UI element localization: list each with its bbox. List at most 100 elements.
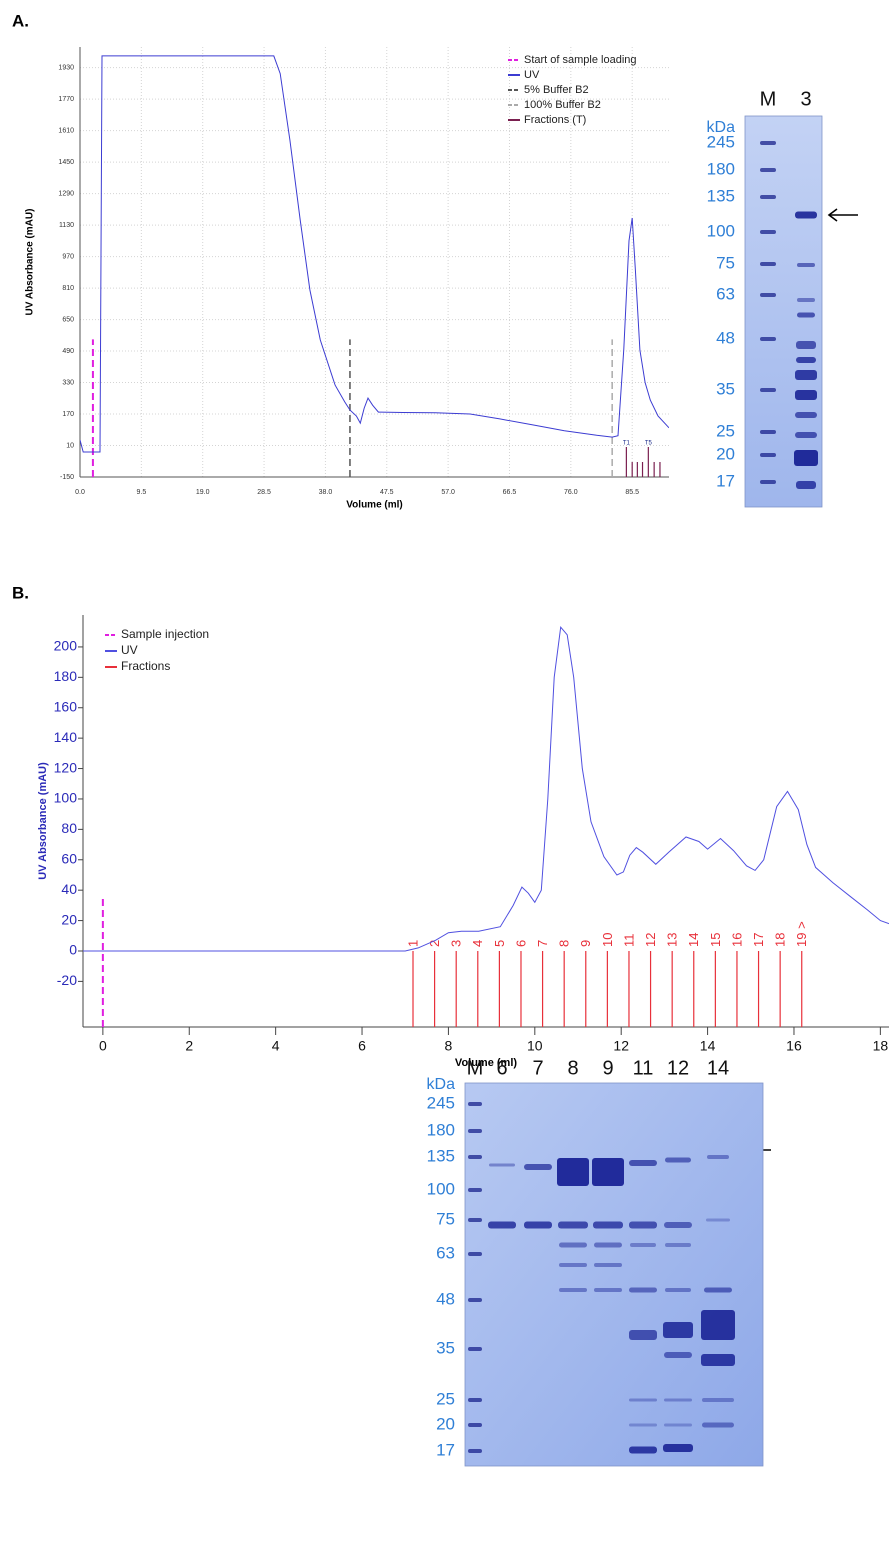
fraction-label: 10 — [600, 933, 615, 947]
x-tick-label: 0 — [99, 1038, 107, 1054]
ladder-band — [760, 168, 776, 172]
fraction-label: 14 — [686, 933, 701, 947]
fraction-label: T5 — [645, 441, 653, 447]
y-tick-label: 970 — [62, 253, 74, 260]
marker-label: 180 — [427, 1120, 455, 1139]
gel-band — [704, 1287, 732, 1293]
gel-band — [665, 1157, 691, 1163]
legend-label: Sample injection — [121, 627, 209, 641]
fraction-label: 17 — [751, 933, 766, 947]
marker-label: 63 — [436, 1243, 455, 1262]
x-tick-label: 4 — [272, 1038, 280, 1054]
marker-label: 100 — [707, 221, 735, 240]
gel-band — [702, 1398, 734, 1402]
y-tick-label: 1610 — [58, 127, 74, 134]
gel-image — [744, 115, 823, 508]
marker-label: 48 — [716, 328, 735, 347]
ladder-band — [760, 388, 776, 392]
y-tick-label: 1450 — [58, 159, 74, 166]
uv-line — [80, 55, 669, 453]
x-tick-label: 38.0 — [319, 489, 333, 496]
gel-band — [795, 370, 817, 380]
y-tick-label: 650 — [62, 316, 74, 323]
ladder-band — [468, 1188, 482, 1192]
chart: -150 10 170 330 490 650 810 970 1130 1290 1450 1610… — [25, 47, 669, 511]
marker-label: 17 — [716, 471, 735, 490]
x-tick-label: 8 — [445, 1038, 453, 1054]
gel-band — [797, 263, 815, 267]
marker-label: 35 — [716, 379, 735, 398]
gel-band — [558, 1221, 588, 1229]
lane-label: 3 — [800, 88, 811, 110]
fraction-label: 19 > — [794, 921, 809, 947]
gel-band — [665, 1243, 691, 1247]
uv-line — [83, 626, 889, 952]
fraction-label: 6 — [513, 940, 528, 947]
gel-band — [796, 357, 816, 363]
ladder-band — [468, 1449, 482, 1453]
x-tick-label: 9.5 — [136, 489, 146, 496]
marker-label: 75 — [436, 1209, 455, 1228]
ladder-band — [468, 1102, 482, 1106]
y-tick-label: 1930 — [58, 65, 74, 72]
fraction-label: 7 — [535, 940, 550, 947]
gel-band — [664, 1398, 692, 1402]
gel-band — [524, 1221, 552, 1229]
gel-band — [701, 1310, 735, 1340]
gel-band — [559, 1288, 587, 1292]
lane-label: 14 — [707, 1057, 729, 1079]
marker-label: 180 — [707, 159, 735, 178]
y-tick-label: 490 — [62, 348, 74, 355]
x-tick-label: 28.5 — [257, 489, 271, 496]
x-tick-label: 47.5 — [380, 489, 394, 496]
gel-band — [489, 1163, 515, 1167]
x-tick-label: 66.5 — [503, 489, 517, 496]
marker-label: 20 — [716, 444, 735, 463]
y-tick-label: 40 — [61, 881, 77, 897]
gel-band — [593, 1221, 623, 1229]
lane-label: 9 — [602, 1057, 613, 1079]
gel-band — [629, 1330, 657, 1340]
y-tick-label: 1770 — [58, 96, 74, 103]
gel-band — [664, 1222, 692, 1228]
gel-band — [594, 1263, 622, 1267]
x-tick-label: 76.0 — [564, 489, 578, 496]
x-tick-label: 10 — [527, 1038, 543, 1054]
marker-label: 17 — [436, 1440, 455, 1459]
lane-label: M — [467, 1057, 484, 1079]
lane-label: 12 — [667, 1057, 689, 1079]
fraction-label: 8 — [557, 940, 572, 947]
marker-label: 63 — [716, 284, 735, 303]
fraction-label: 16 — [729, 933, 744, 947]
marker-label: 48 — [436, 1289, 455, 1308]
gel-band — [795, 390, 817, 400]
gel-band — [559, 1263, 587, 1267]
lane-label: 6 — [496, 1057, 507, 1079]
ladder-band — [468, 1398, 482, 1402]
gel-band — [629, 1398, 657, 1402]
fraction-label: 3 — [449, 940, 464, 947]
gel-band — [663, 1444, 693, 1452]
lane-label: 11 — [633, 1057, 654, 1079]
fraction-label: 12 — [643, 933, 658, 947]
fraction-label: T1 — [623, 441, 631, 447]
legend-label: Start of sample loading — [524, 54, 637, 66]
gel-band — [664, 1423, 692, 1427]
y-axis-label: UV Absorbance (mAU) — [25, 209, 36, 316]
ladder-band — [760, 453, 776, 457]
marker-label: 245 — [427, 1093, 455, 1112]
gel-band — [797, 298, 815, 302]
y-axis-label: UV Absorbance (mAU) — [37, 762, 49, 880]
x-tick-label: 57.0 — [441, 489, 455, 496]
ladder-band — [760, 262, 776, 266]
y-tick-label: 20 — [61, 911, 77, 927]
y-tick-label: 80 — [61, 820, 77, 836]
legend-label: Fractions (T) — [524, 114, 586, 126]
gel-band — [594, 1242, 622, 1248]
gel-band — [629, 1423, 657, 1427]
marker-label: 25 — [436, 1389, 455, 1408]
